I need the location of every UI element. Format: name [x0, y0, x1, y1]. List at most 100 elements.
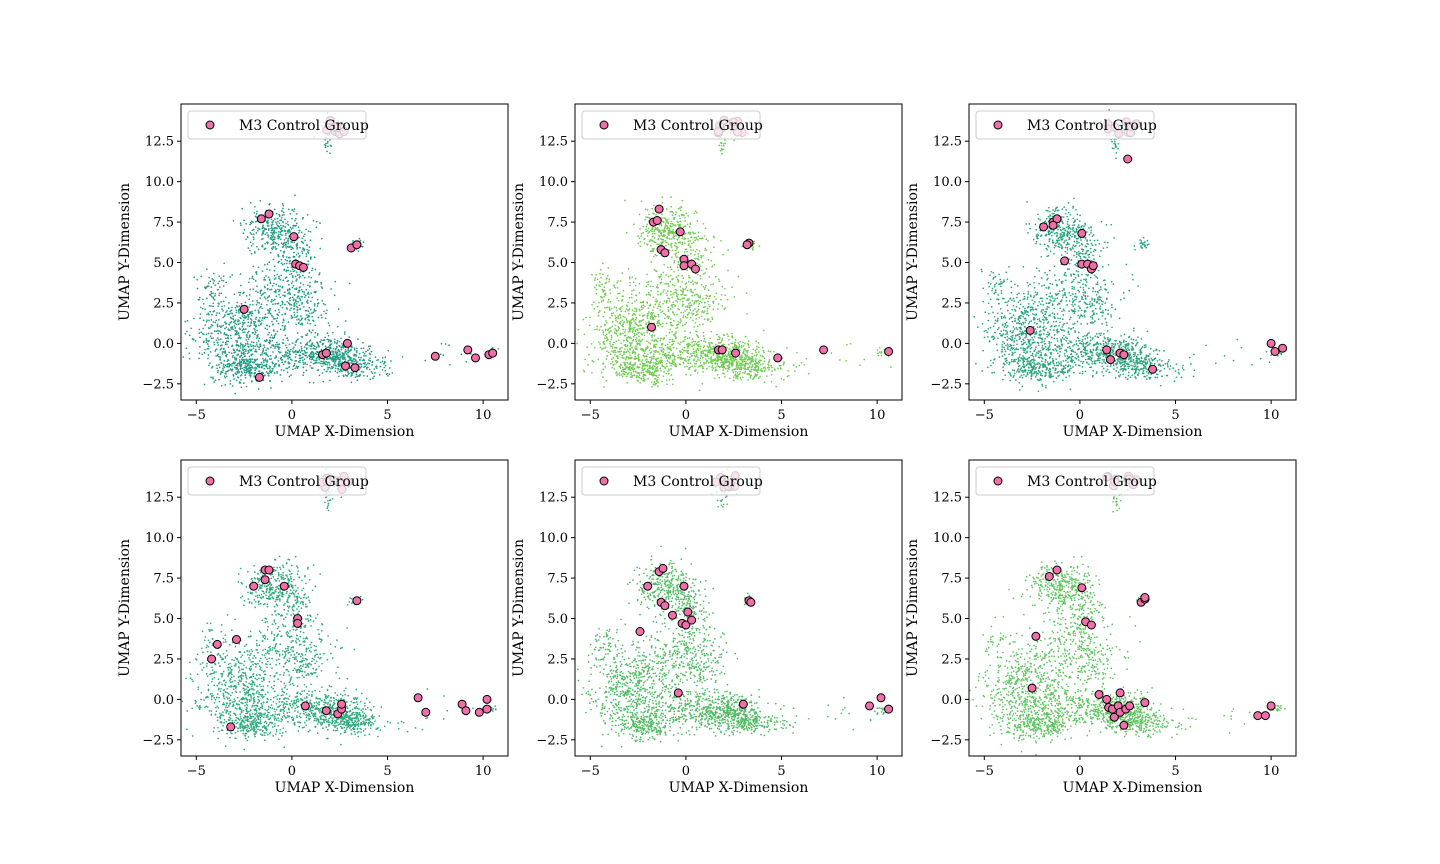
background-point: [632, 368, 635, 371]
background-point: [294, 356, 297, 358]
background-point: [274, 357, 276, 360]
background-point: [325, 360, 328, 363]
background-point: [645, 323, 648, 326]
background-point: [298, 318, 300, 321]
background-point: [651, 235, 654, 238]
background-point: [671, 354, 674, 356]
background-point: [761, 355, 764, 357]
background-point: [727, 352, 730, 355]
background-point: [308, 246, 311, 248]
background-point: [277, 314, 280, 317]
background-point: [688, 306, 691, 309]
background-point: [591, 371, 593, 374]
background-point: [341, 370, 343, 373]
background-point: [229, 363, 232, 366]
background-point: [268, 375, 270, 377]
background-point: [731, 286, 733, 289]
background-point: [647, 232, 650, 234]
background-point: [324, 336, 326, 339]
background-point: [634, 329, 637, 331]
background-point: [653, 380, 656, 383]
background-point: [618, 374, 621, 376]
background-point: [624, 343, 627, 346]
background-point: [691, 341, 693, 344]
background-point: [731, 332, 733, 335]
background-point: [602, 362, 605, 365]
background-point: [311, 296, 314, 299]
background-point: [263, 339, 266, 342]
background-point: [636, 365, 639, 368]
background-point: [666, 365, 668, 368]
background-point: [352, 371, 355, 374]
background-point: [683, 251, 686, 253]
background-point: [326, 363, 329, 366]
background-point: [611, 350, 613, 352]
background-point: [713, 377, 716, 380]
background-point: [318, 273, 320, 276]
background-point: [674, 305, 677, 307]
background-point: [271, 233, 274, 236]
background-point: [387, 375, 389, 377]
background-point: [243, 331, 246, 334]
background-point: [693, 343, 696, 346]
background-point: [703, 310, 706, 312]
background-point: [631, 327, 633, 330]
background-point: [293, 251, 295, 254]
background-point: [648, 361, 651, 364]
background-point: [259, 343, 262, 346]
background-point: [295, 213, 298, 215]
background-point: [663, 231, 665, 234]
background-point: [198, 328, 201, 331]
background-point: [252, 236, 255, 239]
background-point: [279, 296, 282, 299]
background-point: [278, 290, 281, 292]
background-point: [358, 352, 361, 355]
background-point: [245, 316, 247, 318]
background-point: [758, 346, 760, 349]
background-point: [334, 280, 337, 283]
background-point: [199, 317, 201, 319]
background-point: [680, 289, 682, 292]
background-point: [607, 298, 610, 301]
background-point: [287, 321, 290, 323]
background-point: [302, 366, 305, 369]
background-point: [688, 311, 691, 314]
background-point: [701, 356, 704, 359]
background-point: [321, 365, 323, 367]
background-point: [712, 302, 715, 304]
background-point: [272, 329, 275, 331]
background-point: [615, 333, 618, 335]
background-point: [330, 343, 333, 345]
background-point: [687, 274, 690, 277]
background-point: [239, 328, 242, 331]
background-point: [692, 249, 694, 252]
background-point: [636, 379, 639, 382]
background-point: [334, 360, 337, 363]
background-point: [224, 321, 226, 323]
background-point: [269, 251, 272, 254]
background-point: [266, 296, 269, 299]
background-point: [247, 313, 249, 316]
background-point: [642, 371, 645, 374]
background-point: [362, 341, 364, 344]
background-point: [207, 312, 210, 315]
background-point: [225, 281, 228, 284]
background-point: [224, 314, 226, 316]
background-point: [653, 377, 656, 380]
background-point: [300, 345, 303, 348]
background-point: [233, 320, 236, 323]
background-point: [624, 368, 627, 370]
background-point: [682, 349, 685, 352]
background-point: [370, 350, 373, 353]
background-point: [231, 385, 234, 387]
background-point: [696, 348, 699, 350]
background-point: [333, 294, 336, 297]
background-point: [293, 351, 296, 353]
background-point: [705, 368, 708, 370]
background-point: [679, 353, 682, 356]
background-point: [255, 316, 258, 319]
background-point: [307, 310, 310, 313]
background-point: [244, 317, 247, 320]
background-point: [240, 302, 243, 305]
background-point: [226, 353, 228, 356]
